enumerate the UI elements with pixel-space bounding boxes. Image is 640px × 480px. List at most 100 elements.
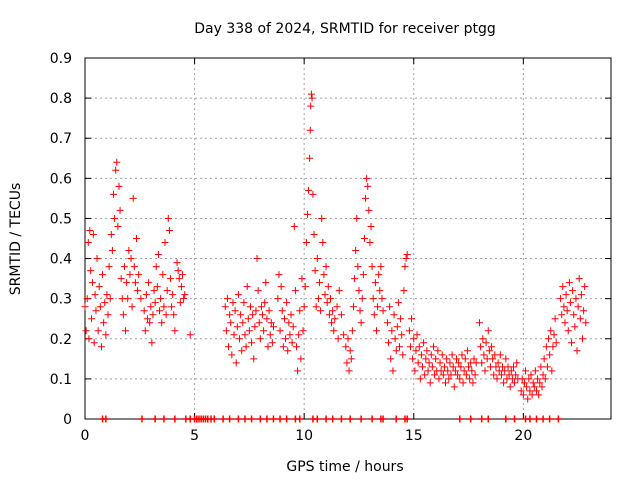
data-point [146,319,154,327]
data-point [438,351,446,359]
data-point [166,275,174,283]
data-point [447,371,455,379]
data-point [285,319,293,327]
data-point [545,335,553,343]
data-point [478,359,486,367]
axis-ticks [84,57,611,420]
data-point [266,331,274,339]
data-point [328,319,336,327]
data-point [507,367,515,375]
data-point [403,251,411,259]
data-point [251,323,259,331]
data-point [547,327,555,335]
data-point [171,327,179,335]
data-point-zero [403,415,411,423]
data-point [226,311,234,319]
data-point [288,339,296,347]
data-point [237,311,245,319]
data-point [355,287,363,295]
y-tick-label: 0.8 [50,91,72,107]
data-point [94,327,102,335]
data-point [119,311,127,319]
data-point [480,351,488,359]
data-point [493,375,501,383]
data-point [476,319,483,327]
data-point [88,279,96,287]
data-point [359,271,367,279]
data-point [566,299,574,307]
data-point [471,371,479,379]
data-point [283,299,291,307]
data-point-zero [379,415,387,423]
data-point [423,347,431,355]
data-point [277,283,285,291]
data-point-zero [368,415,376,423]
data-point [456,375,464,383]
data-point [422,355,430,363]
data-point [549,343,557,351]
data-point [173,259,181,267]
data-point [223,295,231,303]
data-point-zero [248,415,256,423]
data-point [164,214,172,222]
data-point [394,299,402,307]
data-point [175,275,183,283]
data-point [134,287,142,295]
y-tick-label: 0 [63,412,72,428]
data-point [287,311,295,319]
data-point [479,335,487,343]
data-point-zero [539,415,547,423]
data-point [458,351,466,359]
data-point [180,295,188,303]
data-point [564,327,572,335]
data-point [239,319,247,327]
data-point [95,283,103,291]
data-point-zero [241,415,249,423]
data-point [419,363,427,371]
data-point [130,263,138,271]
data-point [461,355,469,363]
data-point [314,295,322,303]
data-point [376,287,384,295]
data-point [484,327,492,335]
data-point [530,383,538,391]
data-point [252,307,260,315]
data-point [563,307,571,315]
y-tick-label: 0.4 [50,252,72,268]
data-point [340,331,348,339]
data-point [260,327,268,335]
data-point [306,154,314,162]
data-point [509,363,517,371]
data-point [399,351,407,359]
data-point [342,343,350,351]
data-point [153,283,161,291]
data-point [168,303,176,311]
data-point [577,291,585,299]
data-point [84,239,92,247]
plot-frame [84,57,612,420]
data-point [550,331,558,339]
data-point [156,307,164,315]
data-point [448,351,456,359]
data-point [572,295,580,303]
data-point-zero [511,415,519,423]
data-point [128,303,136,311]
data-point [540,355,548,363]
data-point [538,383,546,391]
data-point [535,391,543,399]
data-point [143,315,151,323]
x-tick-labels: 0 5 10 15 20 [81,428,533,444]
data-point [527,371,535,379]
data-point [390,311,398,319]
y-tick-labels: 0 0.1 0.2 0.3 0.4 0.5 0.6 0.7 0.8 0.9 [50,51,72,428]
data-point [397,315,405,323]
data-point-zero [296,415,304,423]
data-point [125,247,133,255]
data-point [568,339,576,347]
data-point [124,295,132,303]
data-point [249,311,257,319]
data-point [417,351,425,359]
data-point [369,295,377,303]
data-point [250,355,258,363]
data-point [525,375,533,383]
